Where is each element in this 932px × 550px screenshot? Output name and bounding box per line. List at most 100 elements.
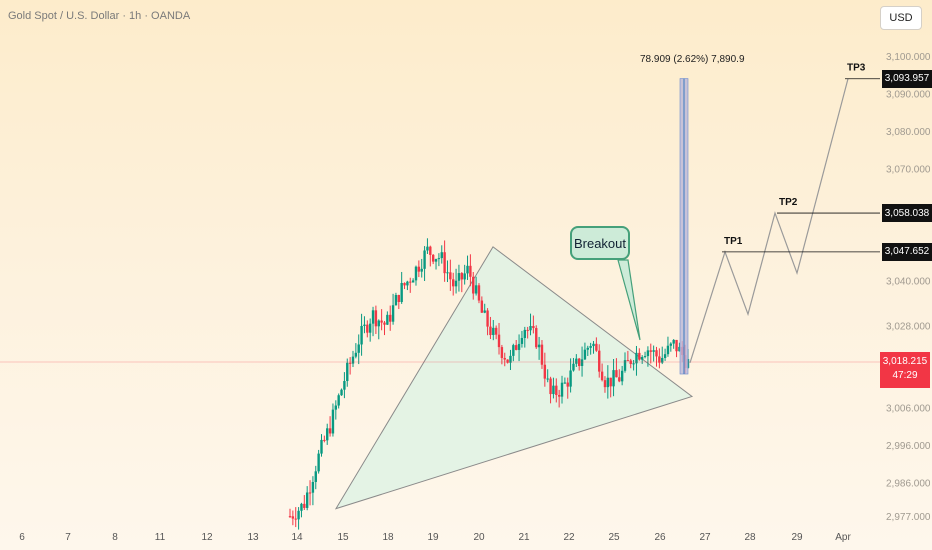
x-tick-label: 19	[427, 532, 439, 543]
candle-body	[526, 329, 529, 331]
candle-body	[586, 347, 589, 350]
candle-body	[500, 347, 504, 358]
x-tick-label: 7	[65, 532, 71, 543]
candle-body	[328, 428, 332, 434]
candle-body	[317, 453, 320, 472]
candle-body	[543, 364, 547, 379]
breakout-callout: Breakout	[570, 226, 630, 260]
tp2-label: TP2	[779, 197, 798, 208]
candle-body	[466, 265, 469, 274]
currency-button[interactable]: USD	[880, 6, 922, 30]
candle-body	[549, 378, 552, 395]
candle-body	[303, 503, 306, 508]
y-tick-label: 3,028.000	[886, 321, 931, 332]
candle-body	[452, 279, 455, 287]
candle-body	[409, 281, 412, 283]
candle-body	[652, 350, 655, 352]
candle-body	[472, 276, 475, 294]
candle-body	[646, 350, 650, 357]
candle-body	[555, 385, 558, 396]
candle-body	[517, 343, 521, 350]
x-tick-label: 8	[112, 532, 118, 543]
candle-body	[457, 273, 461, 281]
candle-body	[612, 370, 615, 387]
candle-body	[486, 310, 489, 327]
candle-body	[675, 339, 678, 352]
candle-body	[589, 346, 592, 348]
candle-body	[426, 246, 429, 251]
candle-body	[640, 357, 644, 360]
candle-body	[371, 310, 375, 324]
x-tick-label: 12	[201, 532, 213, 543]
symbol-title: Gold Spot / U.S. Dollar · 1h · OANDA	[8, 10, 191, 22]
candle-body	[626, 360, 630, 362]
candle-body	[288, 516, 292, 518]
y-tick-label: 3,100.000	[886, 52, 931, 63]
candle-body	[397, 295, 401, 302]
y-tick-label: 2,996.000	[886, 441, 931, 452]
candle-body	[326, 428, 329, 441]
candle-body	[655, 350, 658, 357]
candle-body	[566, 382, 569, 387]
candle-body	[635, 352, 638, 364]
candle-body	[563, 382, 567, 384]
candle-body	[389, 314, 392, 322]
candle-body	[489, 326, 492, 336]
candle-body	[308, 492, 312, 494]
candle-body	[512, 345, 515, 356]
candle-body	[297, 510, 300, 520]
candle-body	[649, 350, 652, 352]
candle-body	[598, 350, 601, 372]
candle-body	[638, 352, 641, 360]
candle-body	[503, 357, 506, 360]
x-tick-label: 28	[744, 532, 756, 543]
candle-body	[394, 295, 398, 306]
x-tick-label: 11	[155, 532, 166, 543]
candle-body	[537, 344, 541, 348]
x-tick-label: 27	[699, 532, 711, 543]
candle-body	[391, 305, 395, 322]
candle-body	[492, 327, 495, 336]
candle-body	[497, 334, 501, 348]
candle-body	[403, 283, 406, 286]
candle-body	[294, 518, 297, 520]
measure-label: 78.909 (2.62%) 7,890.9	[640, 54, 745, 65]
x-tick-label: 14	[291, 532, 303, 543]
tp1-price-badge: 3,047.652	[882, 242, 932, 261]
x-tick-label: 26	[654, 532, 666, 543]
current-price-badge: 3,018.215 47:29	[880, 352, 930, 388]
candle-body	[400, 283, 403, 302]
y-tick-label: 3,006.000	[886, 404, 931, 415]
candle-body	[575, 358, 578, 364]
candle-body	[331, 409, 335, 434]
candle-body	[300, 503, 303, 511]
candle-body	[411, 280, 415, 283]
candle-body	[446, 272, 449, 274]
candle-body	[540, 344, 544, 365]
candle-body	[323, 439, 326, 441]
y-tick-label: 3,080.000	[886, 127, 931, 138]
candle-body	[346, 362, 349, 382]
candle-body	[592, 343, 595, 347]
candle-body	[383, 322, 386, 325]
candle-body	[377, 320, 380, 327]
x-tick-label: 13	[247, 532, 259, 543]
candle-body	[429, 246, 432, 255]
tp3-price-badge: 3,093.957	[882, 69, 932, 88]
candle-body	[643, 356, 647, 358]
candle-body	[623, 360, 627, 371]
candle-body	[320, 439, 323, 454]
candle-body	[417, 266, 421, 272]
candle-body	[431, 254, 435, 262]
candle-body	[374, 310, 378, 327]
candle-body	[314, 471, 317, 482]
candle-body	[420, 268, 423, 272]
candle-body	[661, 357, 664, 363]
candle-body	[449, 272, 452, 280]
candle-body	[632, 363, 635, 365]
x-tick-label: 22	[563, 532, 575, 543]
tp3-label: TP3	[847, 63, 866, 74]
candle-body	[348, 362, 352, 364]
candle-body	[423, 250, 426, 269]
